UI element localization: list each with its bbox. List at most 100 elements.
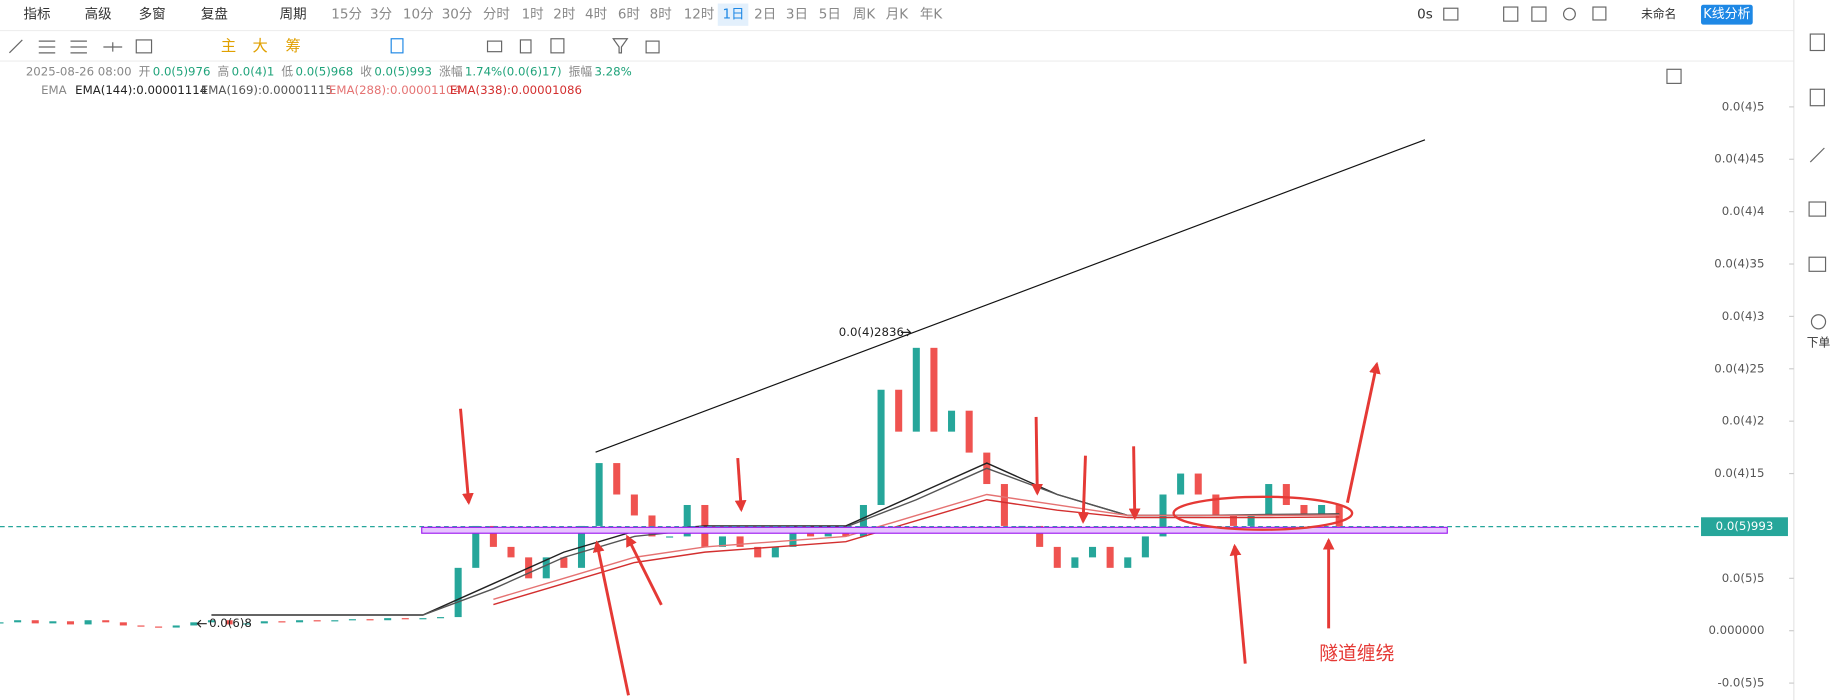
candle <box>1229 515 1238 526</box>
layout-name[interactable]: 未命名 <box>1641 7 1676 21</box>
candle <box>366 619 374 621</box>
timeframe[interactable]: 1日 <box>722 7 744 23</box>
chart: -0.0(5)5 0.000000 0.0(5)5 0.0(4)15 0.0(4)2 0.… <box>0 99 1794 690</box>
candle <box>718 536 726 547</box>
tool-icons <box>8 6 1827 330</box>
timeframe[interactable]: 1时 <box>522 7 544 23</box>
legend-value: 0.0(5)968 <box>296 64 354 78</box>
candle <box>1335 504 1343 527</box>
candle <box>630 494 638 516</box>
candle <box>384 618 392 621</box>
candle <box>1071 557 1079 568</box>
candle <box>771 546 779 558</box>
tool-button[interactable]: 主 <box>221 37 236 55</box>
candle <box>472 525 480 568</box>
timeframe[interactable]: 3日 <box>786 7 808 23</box>
candle <box>1194 473 1202 495</box>
toolbar-item[interactable]: 复盘 <box>201 6 228 23</box>
legend-date: 2025-08-26 08:00 <box>26 64 132 78</box>
label-arrow <box>196 619 207 628</box>
candle <box>1000 484 1008 526</box>
legend-value: 1.74%(0.0(6)17) <box>465 64 562 78</box>
timeframe[interactable]: 分时 <box>483 7 510 23</box>
candle <box>102 620 110 623</box>
candle <box>155 626 163 628</box>
arrows <box>459 361 1381 696</box>
candle <box>789 525 797 547</box>
timeframe[interactable]: 2时 <box>553 7 575 23</box>
trend-line <box>595 139 1426 453</box>
candle <box>1088 546 1097 558</box>
high-label: 0.0(4)2836 <box>839 325 904 339</box>
candle <box>207 620 215 623</box>
ema-legend: EMA(169):0.00001115 <box>201 83 333 97</box>
timeframe[interactable]: 5日 <box>819 7 841 23</box>
timeframe[interactable]: 月K <box>886 7 910 23</box>
timeframe[interactable]: 周K <box>853 7 877 23</box>
y-tick-label: 0.0(4)5 <box>1722 99 1765 113</box>
candle <box>1053 546 1061 568</box>
y-tick-label: 0.0(4)15 <box>1714 466 1764 480</box>
ohlc-legend: 2025-08-26 08:00 开 0.0(5)976 高 0.0(4)1 低 0.0(5… <box>26 64 632 78</box>
y-tick-label: 0.0(4)45 <box>1714 152 1764 166</box>
timeframe[interactable]: 12时 <box>684 7 715 23</box>
timeframe[interactable]: 2日 <box>754 7 776 23</box>
toolbar-item[interactable]: 高级 <box>85 6 113 23</box>
y-tick-label: 0.0(5)5 <box>1722 571 1765 585</box>
ema-line <box>493 493 1340 600</box>
candle <box>260 621 268 624</box>
ema-legend: EMA(144):0.00001114 <box>75 83 207 97</box>
candle <box>754 546 762 558</box>
candle <box>736 536 744 547</box>
toolbar-item[interactable]: 周期 <box>280 7 307 23</box>
toolbar-item[interactable]: 多窗 <box>139 6 166 23</box>
candle <box>454 567 462 618</box>
candle <box>930 347 938 432</box>
candle <box>419 618 427 620</box>
timeframe[interactable]: 4时 <box>585 7 607 23</box>
y-tick-label: 0.000000 <box>1708 623 1764 637</box>
legend-label: 收 <box>360 64 372 78</box>
legend-label: 高 <box>217 64 229 78</box>
label-arrow <box>901 328 912 337</box>
candle <box>401 618 409 620</box>
candle <box>296 620 304 623</box>
candle <box>172 625 180 628</box>
y-tick-label: 0.0(4)35 <box>1714 257 1764 271</box>
ema-line <box>493 499 1340 606</box>
candle <box>965 410 973 453</box>
candle <box>0 622 4 624</box>
analysis-button[interactable]: K线分析 <box>1703 7 1750 22</box>
tool-button[interactable]: 大 <box>253 37 268 55</box>
legend-value: 0.0(5)993 <box>374 64 432 78</box>
candle <box>331 620 339 622</box>
candle <box>666 536 674 538</box>
legend-label: 低 <box>281 64 293 78</box>
timeframe[interactable]: 10分 <box>403 7 434 23</box>
timeframe[interactable]: 3分 <box>370 7 392 23</box>
candle <box>278 621 286 623</box>
candle <box>1247 515 1255 526</box>
price-tag-bg <box>1701 517 1788 537</box>
candle <box>507 546 515 558</box>
ema-line <box>211 462 1340 616</box>
y-tick-label: 0.0(4)25 <box>1714 361 1764 375</box>
low-label: 0.0(6)8 <box>209 616 252 630</box>
candle <box>1282 484 1290 505</box>
toolbar-item[interactable]: 指标 <box>23 7 50 23</box>
candle <box>243 623 251 625</box>
candle <box>84 620 92 625</box>
timeframe[interactable]: 年K <box>920 7 944 23</box>
analysis-button-bg[interactable] <box>1701 4 1753 25</box>
timer: 0s <box>1417 7 1433 23</box>
price-tag: 0.0(5)993 <box>1716 519 1774 533</box>
candle <box>948 410 956 432</box>
timeframe[interactable]: 8时 <box>650 7 672 23</box>
timeframe[interactable]: 30分 <box>442 7 473 23</box>
tool-button[interactable]: 筹 <box>285 37 300 55</box>
candle <box>31 620 39 624</box>
timeframe[interactable]: 15分 <box>331 7 362 23</box>
candle <box>1124 557 1132 568</box>
order-button[interactable]: 下单 <box>1807 335 1831 349</box>
timeframe[interactable]: 6时 <box>618 7 640 23</box>
